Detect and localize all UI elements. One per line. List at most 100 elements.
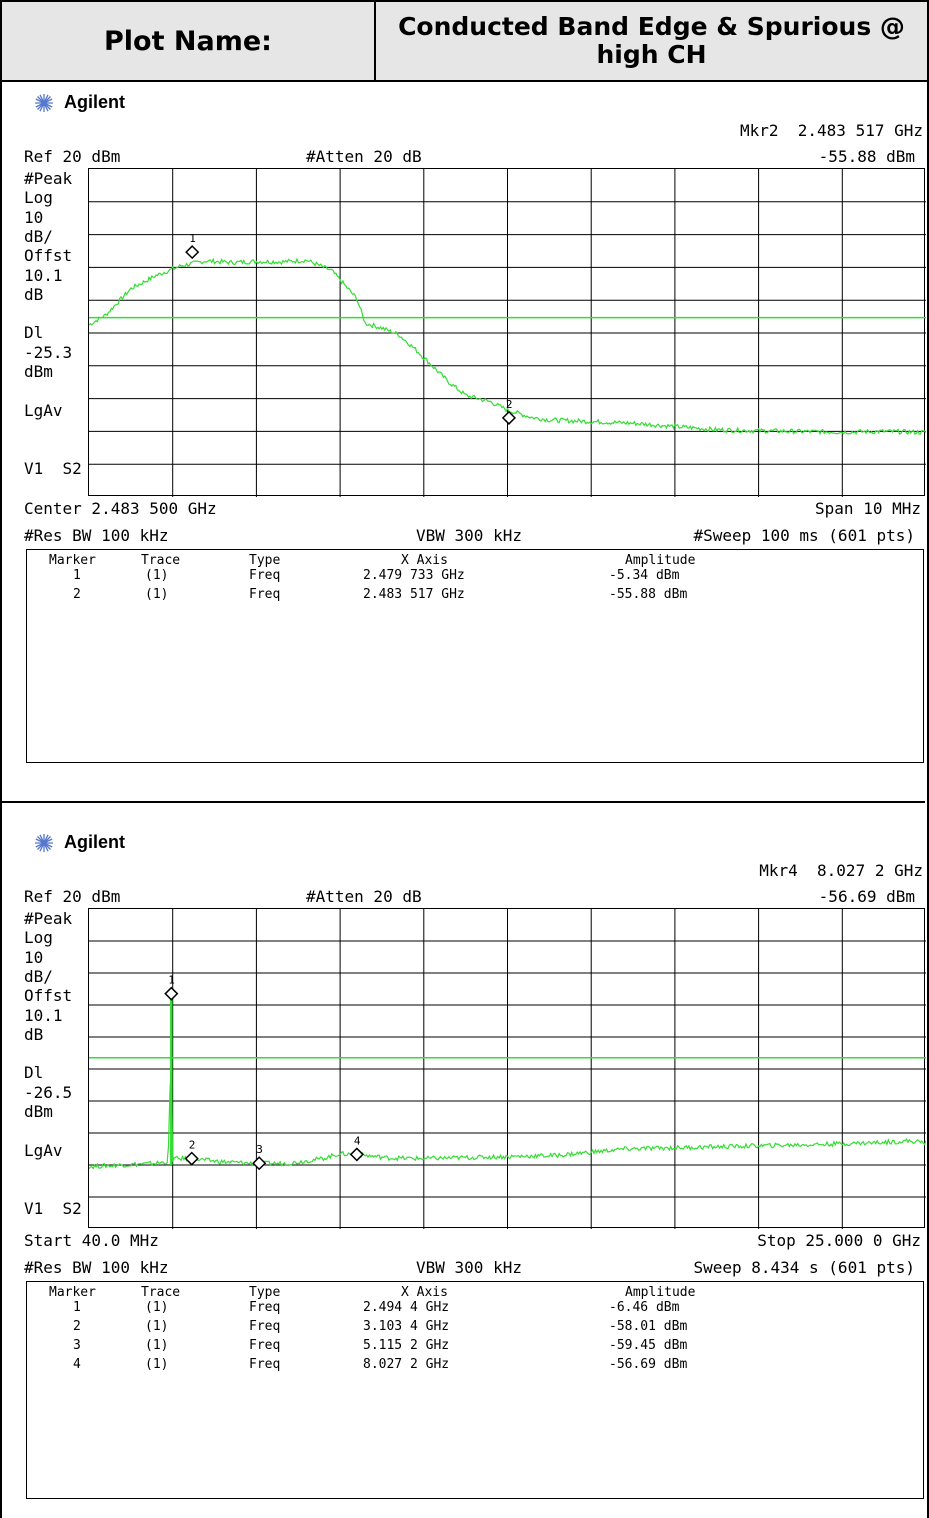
marker-diamond [164,986,179,1001]
side-annotation: dB/ [24,226,53,246]
table-cell: 3.103 4 GHz [363,1319,450,1334]
x-axis-right-label: Stop 25.000 0 GHz [757,1231,921,1250]
side-annotation: dB/ [24,966,53,986]
table-cell: -5.34 dBm [609,568,680,583]
side-annotation: dBm [24,362,53,381]
panel-separator [0,801,925,803]
table-cell: 4 [73,1357,81,1372]
table-header-cell: Trace [141,553,181,568]
table-cell: Freq [249,568,281,583]
side-annotation: V1 S2 [24,458,82,478]
side-annotation: 10 [24,207,44,227]
table-cell: Freq [249,1357,281,1372]
marker-table: Marker Trace Type X Axis Amplitude 1 (1) Freq 2.… [26,549,924,763]
sweep-time: Sweep 8.434 s (601 pts) [693,1258,915,1277]
table-cell: Freq [249,1300,281,1315]
agilent-spark-icon [35,833,53,852]
spectrum-panel-1: Agilent Mkr2 2.483 517 GHz Ref 20 dBm #A… [0,82,926,802]
spectrum-trace-svg: 12 [89,169,926,497]
table-header-cell: Marker [49,553,96,568]
side-annotation: Log [24,188,53,208]
side-annotation: Dl [24,323,44,343]
side-annotation: dB [24,284,44,304]
table-cell: -59.45 dBm [609,1338,688,1353]
attenuation: #Atten 20 dB [306,147,422,166]
spectrum-trace-svg: 1 2 3 4 [89,909,926,1229]
table-cell: (1) [145,587,169,602]
side-annotation: #Peak [24,909,73,928]
table-cell: 5.115 2 GHz [363,1338,450,1353]
side-annotation: 10.1 [24,265,63,285]
table-header-cell: Amplitude [625,1285,696,1300]
table-cell: 3 [73,1338,81,1353]
table-cell: 2.494 4 GHz [363,1300,450,1315]
agilent-brand: Agilent [34,92,125,113]
marker-diamond [184,1151,199,1166]
table-header-cell: Trace [141,1285,181,1300]
table-cell: (1) [145,1338,169,1353]
table-cell: -58.01 dBm [609,1319,688,1334]
side-annotation: LgAv [24,400,63,420]
attenuation: #Atten 20 dB [306,887,422,906]
table-cell: -56.69 dBm [609,1357,688,1372]
table-cell: (1) [145,1300,169,1315]
table-header-cell: Marker [49,1285,96,1300]
side-annotation: -26.5 [24,1082,73,1102]
plot-name-label: Plot Name: [2,2,376,80]
table-cell: 2.479 733 GHz [363,568,465,583]
side-annotation: 10 [24,947,44,967]
marker-diamond [501,410,516,425]
spectrum-trace [89,1065,926,1170]
table-cell: -55.88 dBm [609,587,688,602]
marker-table: Marker Trace Type X Axis Amplitude 1 (1) Freq 2.… [26,1281,924,1499]
resolution-bandwidth: #Res BW 100 kHz [24,526,169,545]
table-cell: 1 [73,1300,81,1315]
resolution-bandwidth: #Res BW 100 kHz [24,1258,169,1277]
table-cell: 2 [73,587,81,602]
table-cell: (1) [145,1319,169,1334]
ref-level: Ref 20 dBm [24,147,121,166]
marker-label: 1 [189,232,196,245]
table-cell: 2 [73,1319,81,1334]
marker-label: 3 [256,1143,263,1156]
brand-name: Agilent [64,92,125,112]
side-annotation: Log [24,928,53,948]
x-axis-left-label: Start 40.0 MHz [24,1231,159,1250]
table-header-cell: Amplitude [625,553,696,568]
table-header-cell: X Axis [401,1285,448,1300]
video-bandwidth: VBW 300 kHz [416,526,522,545]
table-cell: Freq [249,587,281,602]
side-annotation: -25.3 [24,342,73,362]
marker-label: 4 [354,1134,361,1147]
marker-diamond [185,245,200,260]
side-annotation: Offst [24,246,73,266]
marker-diamond [252,1156,267,1171]
table-header-cell: Type [249,553,281,568]
sweep-time: #Sweep 100 ms (601 pts) [693,526,915,545]
table-cell: Freq [249,1338,281,1353]
marker-amplitude: -55.88 dBm [818,147,915,166]
table-cell: 8.027 2 GHz [363,1357,450,1372]
side-annotation: LgAv [24,1140,63,1160]
table-cell: 1 [73,568,81,583]
side-annotation: dB [24,1024,44,1044]
table-cell: Freq [249,1319,281,1334]
side-annotation: 10.1 [24,1005,63,1025]
side-annotation: Offst [24,986,73,1006]
video-bandwidth: VBW 300 kHz [416,1258,522,1277]
side-annotation: dBm [24,1102,53,1121]
table-header-cell: Type [249,1285,281,1300]
table-cell: (1) [145,1357,169,1372]
brand-name: Agilent [64,832,125,852]
marker-label: 1 [168,974,175,987]
spectrum-trace [89,257,926,436]
marker-label: 2 [189,1139,196,1152]
plot-name-header: Plot Name: Conducted Band Edge & Spuriou… [2,2,927,82]
marker-readout: Mkr2 2.483 517 GHz [739,121,923,140]
side-annotation: V1 S2 [24,1198,82,1218]
side-annotation: Dl [24,1063,44,1083]
table-cell: (1) [145,568,169,583]
marker-diamond [349,1147,364,1162]
spectrum-panel-2: Agilent Mkr4 8.027 2 GHz Ref 20 dBm #Att… [0,822,926,1518]
